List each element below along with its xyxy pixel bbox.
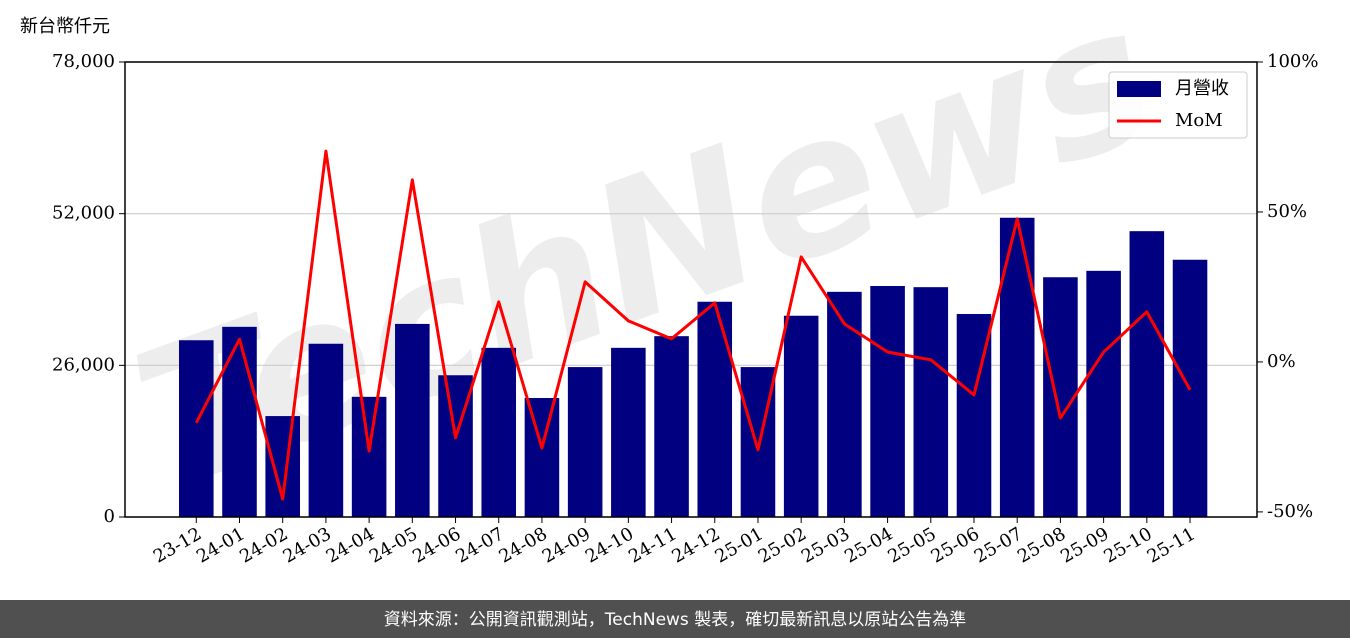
x-tick-label: 24-12 <box>668 523 723 567</box>
bar <box>611 347 646 517</box>
bar <box>222 326 257 517</box>
bar <box>654 336 689 517</box>
bar <box>1129 231 1165 517</box>
x-tick-label: 25-10 <box>1100 523 1155 567</box>
bar <box>827 291 862 517</box>
y2-tick-label: 100% <box>1267 51 1318 72</box>
bar <box>1086 270 1121 517</box>
legend-label: MoM <box>1175 110 1223 131</box>
bar <box>870 286 905 517</box>
bar <box>308 343 344 517</box>
bar <box>567 367 603 517</box>
x-tick-label: 25-02 <box>755 523 810 567</box>
x-tick-label: 25-07 <box>971 523 1026 567</box>
bar <box>1043 277 1078 517</box>
bar <box>481 347 517 517</box>
x-tick-label: 25-11 <box>1144 523 1199 567</box>
bar <box>783 315 819 517</box>
x-tick-label: 25-03 <box>798 523 853 567</box>
x-tick-label: 24-11 <box>625 523 680 567</box>
x-tick-label: 24-09 <box>539 523 594 567</box>
x-tick-label: 24-02 <box>236 523 291 567</box>
bar <box>913 287 949 517</box>
plot-frame <box>124 61 1258 518</box>
x-tick-label: 24-07 <box>452 523 507 567</box>
x-tick-label: 25-01 <box>712 523 767 567</box>
bar <box>395 323 430 517</box>
source-note: 資料來源：公開資訊觀測站，TechNews 製表，確切最新訊息以原站公告為準 <box>384 610 966 630</box>
footer <box>0 600 1350 638</box>
bar <box>524 398 560 517</box>
x-tick-label: 24-10 <box>582 523 637 567</box>
x-tick-label: 25-05 <box>884 523 939 567</box>
legend-swatch <box>1117 81 1161 97</box>
line <box>194 149 1192 501</box>
x-tick-label: 24-05 <box>366 523 421 567</box>
bar <box>179 340 214 517</box>
x-tick-label: 24-08 <box>496 523 551 567</box>
y-tick-label: 78,000 <box>52 51 115 72</box>
x-tick-label: 24-03 <box>279 523 334 567</box>
y-tick-label: 26,000 <box>52 354 115 375</box>
x-tick-label: 25-06 <box>928 523 983 567</box>
x-tick-label: 25-08 <box>1014 523 1069 567</box>
bar <box>351 396 387 517</box>
x-tick-label: 24-01 <box>193 523 248 567</box>
y-axis-label: 新台幣仟元 <box>20 16 110 37</box>
y-tick-label: 0 <box>104 506 115 527</box>
x-tick-label: 24-06 <box>409 523 464 567</box>
x-tick-label: 25-04 <box>841 523 896 567</box>
bar <box>265 416 300 517</box>
x-tick-label: 24-04 <box>323 523 378 567</box>
y2-tick-label: 0% <box>1267 351 1296 372</box>
x-tick-label: 23-12 <box>150 523 205 567</box>
y-tick-label: 52,000 <box>52 203 115 224</box>
y2-tick-label: -50% <box>1267 501 1313 522</box>
bar <box>697 301 733 517</box>
y2-tick-label: 50% <box>1267 201 1307 222</box>
legend-label: 月營收 <box>1175 78 1229 99</box>
x-tick-label: 25-09 <box>1057 523 1112 567</box>
